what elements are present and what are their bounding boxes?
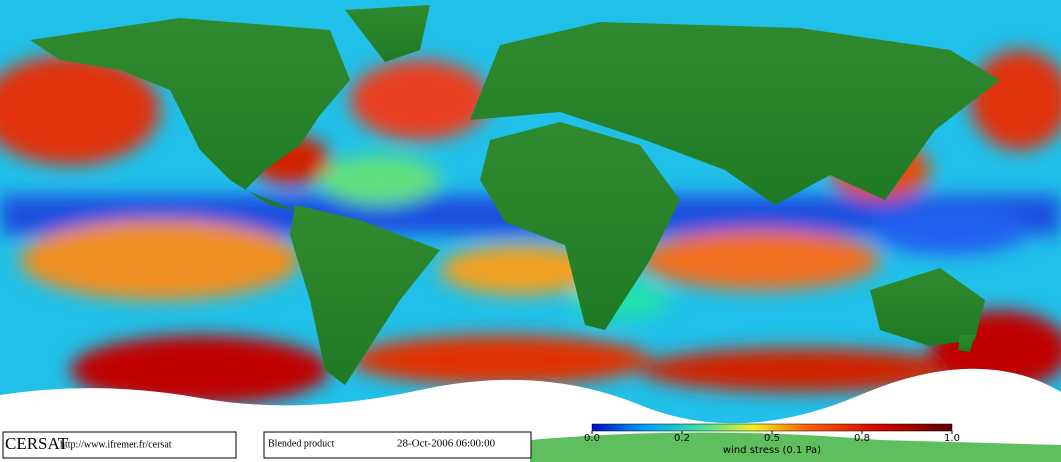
continents <box>30 5 1000 385</box>
antarctic-land <box>530 432 1061 462</box>
colorbar <box>591 423 953 432</box>
product-date: 28-Oct-2006 06:00:00 <box>397 438 496 450</box>
product-name: Blended product <box>268 438 335 449</box>
colorbar-tick-label: 1.0 <box>944 433 960 444</box>
colorbar-tick-label: 0.5 <box>764 433 780 444</box>
antarctica <box>0 368 1061 430</box>
colorbar-tick-label: 0.8 <box>854 433 870 444</box>
colorbar-label: wind stress (0.1 Pa) <box>723 445 821 456</box>
credit-box <box>2 431 237 459</box>
colorbar-ticks: 0.0 0.2 0.5 0.8 1.0 <box>584 431 960 444</box>
colorbar-tick-label: 0.2 <box>674 433 690 444</box>
colorbar-tick-label: 0.0 <box>584 433 600 444</box>
url: http://www.ifremer.fr/cersat <box>60 439 172 450</box>
product-box <box>263 431 532 459</box>
logo: CERSAT <box>5 434 69 453</box>
